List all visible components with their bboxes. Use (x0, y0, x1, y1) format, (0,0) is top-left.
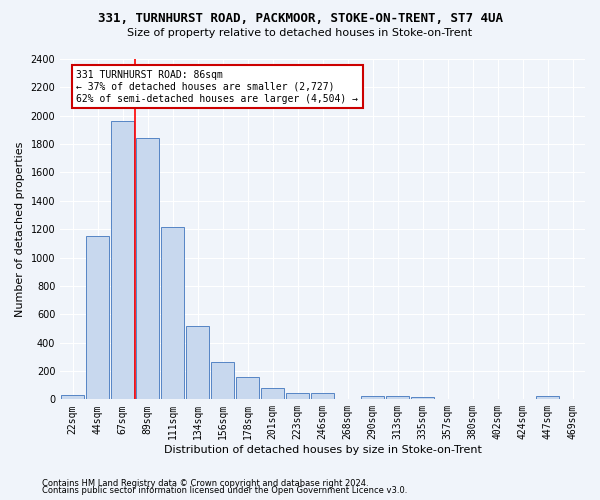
Bar (61, 395, 84, 400)
Bar (361, 396, 384, 400)
Text: Size of property relative to detached houses in Stoke-on-Trent: Size of property relative to detached ho… (127, 28, 473, 38)
Bar (311, 394, 334, 400)
Bar (536, 396, 559, 400)
Bar (386, 396, 409, 400)
Bar (412, 398, 434, 400)
Bar (187, 326, 209, 400)
X-axis label: Distribution of detached houses by size in Stoke-on-Trent: Distribution of detached houses by size … (164, 445, 482, 455)
Text: Contains HM Land Registry data © Crown copyright and database right 2024.: Contains HM Land Registry data © Crown c… (42, 478, 368, 488)
Bar (86, 236, 109, 400)
Bar (262, 388, 284, 400)
Bar (161, 227, 184, 400)
Text: 331, TURNHURST ROAD, PACKMOOR, STOKE-ON-TRENT, ST7 4UA: 331, TURNHURST ROAD, PACKMOOR, STOKE-ON-… (97, 12, 503, 26)
Bar (286, 392, 309, 400)
Bar (112, 122, 134, 400)
Bar (136, 138, 159, 400)
Y-axis label: Number of detached properties: Number of detached properties (15, 142, 25, 317)
Bar (211, 362, 234, 400)
Bar (236, 378, 259, 400)
Text: Contains public sector information licensed under the Open Government Licence v3: Contains public sector information licen… (42, 486, 407, 495)
Text: 331 TURNHURST ROAD: 86sqm
← 37% of detached houses are smaller (2,727)
62% of se: 331 TURNHURST ROAD: 86sqm ← 37% of detac… (76, 70, 358, 104)
